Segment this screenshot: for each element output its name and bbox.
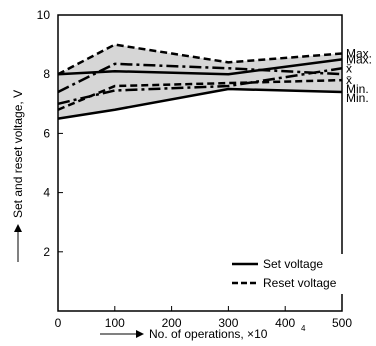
x-tick-label: 0 [55, 316, 62, 330]
series-line-set-3 [57, 87, 343, 120]
legend-label-reset: Reset voltage [263, 276, 337, 290]
y-tick-label: 8 [43, 67, 50, 81]
x-axis-title: No. of operations, ×10 [149, 327, 268, 341]
bands-layer [58, 44, 342, 119]
y-tick-label: 2 [43, 245, 50, 259]
legend-box [226, 254, 356, 294]
x-axis-title-group: No. of operations, ×10 4 [100, 324, 306, 341]
x-tick-label: 100 [105, 316, 125, 330]
series-line-set-0 [57, 58, 343, 76]
end-label: Min. [346, 91, 369, 105]
y-tick-label: 10 [37, 8, 51, 22]
lines-layer [57, 43, 343, 120]
plot-frame [57, 14, 343, 312]
legend: Set voltage Reset voltage [226, 254, 356, 294]
legend-label-set: Set voltage [263, 257, 323, 271]
end-labels-layer: Max.Max.x̄x̄Min.Min. [346, 46, 372, 104]
x-tick-label: 200 [162, 316, 182, 330]
end-label: Min. [346, 82, 369, 96]
end-label: Max. [346, 52, 372, 66]
end-label: x̄ [346, 73, 352, 87]
series-line-reset-4 [57, 43, 343, 76]
x-tick-label: 400 [275, 316, 295, 330]
series-line-set-1 [57, 62, 343, 94]
end-label: Max. [346, 46, 372, 60]
end-label: x̄ [346, 61, 352, 75]
x-axis-title-exponent: 4 [301, 324, 306, 333]
series-line-set-2 [57, 67, 343, 106]
ticks-layer: 0 100 200 300 400 500 2 4 6 8 10 [37, 8, 353, 330]
band-reset-range [58, 44, 342, 110]
y-axis-title: Set and reset voltage, V [11, 90, 25, 218]
y-tick-label: 6 [43, 126, 50, 140]
x-tick-label: 500 [332, 316, 352, 330]
y-axis-title-group: Set and reset voltage, V [11, 90, 25, 262]
x-axis-arrowhead [136, 330, 144, 338]
y-axis-arrowhead [14, 224, 22, 232]
x-tick-label: 300 [218, 316, 238, 330]
series-line-reset-5 [57, 78, 343, 111]
y-tick-label: 4 [43, 186, 50, 200]
